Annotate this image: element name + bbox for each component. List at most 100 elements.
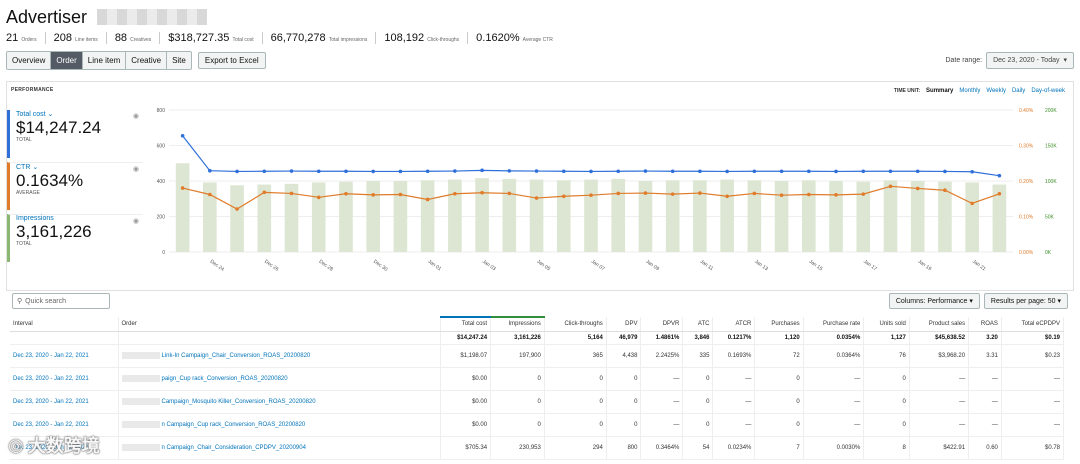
interval-cell[interactable]: Dec 23, 2020 - Jan 22, 2021 [10, 436, 119, 460]
interval-cell[interactable]: Dec 23, 2020 - Jan 22, 2021 [10, 367, 119, 391]
eye-icon[interactable]: ◉ [132, 166, 139, 173]
col-units-sold[interactable]: Units sold [863, 317, 910, 332]
col-order[interactable]: Order [118, 317, 441, 332]
order-cell[interactable]: n Campaign_Cup rack_Conversion_ROAS_2020… [118, 413, 441, 437]
col-click-throughs[interactable]: Click-throughs [544, 317, 607, 332]
redacted-text [121, 443, 160, 451]
order-cell[interactable]: Link-In Campaign_Chair_Conversion_ROAS_2… [118, 344, 441, 368]
time-unit-selector: TIME UNIT: Summary Monthly Weekly Daily … [894, 88, 1065, 94]
order-link[interactable]: Link-In Campaign_Chair_Conversion_ROAS_2… [161, 353, 311, 360]
eye-icon[interactable]: ◉ [132, 218, 139, 225]
x-tick-label: Jan 09 [644, 259, 660, 273]
col-total-cost[interactable]: Total cost [440, 316, 492, 332]
quick-search-input[interactable]: ⚲ Quick search [12, 293, 110, 309]
metric-total-cost[interactable]: Total cost ⌄ $14,247.24 TOTAL ◉ [7, 110, 143, 158]
results-per-page-dropdown[interactable]: Results per page: 50 ▾ [983, 293, 1068, 309]
tab-order[interactable]: Order [51, 51, 83, 69]
col-dpvr[interactable]: DPVR [640, 317, 684, 332]
ctr-point [915, 186, 920, 191]
col-purchases[interactable]: Purchases [754, 317, 804, 332]
time-unit-daily[interactable]: Daily [1011, 88, 1026, 94]
x-tick-label: Dec 30 [372, 259, 389, 273]
col-dpv[interactable]: DPV [606, 317, 642, 332]
impressions-bar [611, 178, 626, 252]
col-impressions[interactable]: Impressions [490, 316, 545, 332]
table-cell: — [1001, 367, 1065, 391]
table-cell: 335 [682, 344, 714, 368]
order-link[interactable]: n Campaign_Chair_Consideration_CPDPV_202… [161, 445, 306, 452]
metric-value: 0.1634% [16, 171, 84, 190]
table-cell: $1,198.07 [440, 344, 492, 368]
interval-cell[interactable]: Dec 23, 2020 - Jan 22, 2021 [10, 344, 119, 368]
table-cell: — [909, 390, 970, 414]
col-atcr[interactable]: ATCR [712, 317, 756, 332]
metric-value: 3,161,226 [16, 222, 92, 241]
table-cell: 76 [863, 344, 910, 368]
interval-link[interactable]: Dec 23, 2020 - Jan 22, 2021 [13, 352, 89, 359]
columns-dropdown[interactable]: Columns: Performance ▾ [888, 293, 980, 309]
impressions-bar [856, 181, 871, 252]
table-cell: 230,953 [490, 436, 545, 460]
col-product-sales[interactable]: Product sales [909, 317, 970, 332]
table-row: Dec 23, 2020 - Jan 22, 2021 Campaign_Mosq… [10, 390, 1065, 414]
table-cell: 4,438 [606, 344, 642, 368]
impressions-bar [584, 179, 598, 252]
table-cell: 54 [682, 436, 714, 460]
col-atc[interactable]: ATC [682, 317, 714, 332]
impressions-bar [774, 181, 789, 252]
impressions-bar [393, 181, 408, 252]
col-total-ecpdpv[interactable]: Total eCPDPV [1001, 317, 1065, 332]
order-cell[interactable]: n Campaign_Chair_Consideration_CPDPV_202… [118, 436, 441, 460]
date-range-dropdown[interactable]: Dec 23, 2020 - Today ▾ [986, 51, 1074, 69]
time-unit-day-of-week[interactable]: Day-of-week [1031, 88, 1065, 94]
stat-creatives: 88 Creatives [115, 32, 161, 44]
impressions-bar [883, 180, 898, 252]
time-unit-weekly[interactable]: Weekly [986, 88, 1006, 94]
interval-link[interactable]: Dec 23, 2020 - Jan 22, 2021 [13, 398, 89, 405]
total-cell: 1,120 [754, 331, 804, 345]
total-cost-point [289, 169, 294, 173]
date-range-value: Dec 23, 2020 - Today [993, 56, 1060, 64]
order-cell[interactable]: paign_Cup rack_Conversion_ROAS_20200820 [118, 367, 441, 391]
tab-site[interactable]: Site [167, 51, 191, 69]
tab-line-item[interactable]: Line item [82, 51, 127, 69]
order-link[interactable]: Campaign_Mosquito Killer_Conversion_ROAS… [161, 399, 316, 406]
interval-cell[interactable]: Dec 23, 2020 - Jan 22, 2021 [10, 413, 119, 437]
order-link[interactable]: n Campaign_Cup rack_Conversion_ROAS_2020… [161, 422, 306, 429]
x-tick-label: Dec 28 [318, 259, 335, 273]
tab-creative[interactable]: Creative [126, 51, 168, 69]
x-tick-label: Jan 21 [971, 259, 987, 273]
interval-link[interactable]: Dec 23, 2020 - Jan 22, 2021 [13, 375, 89, 382]
interval-link[interactable]: Dec 23, 2020 - Jan 22, 2021 [13, 421, 89, 428]
table-cell: 0 [754, 413, 804, 437]
impressions-axis-tick-label: 50K [1045, 215, 1055, 221]
tab-overview[interactable]: Overview [7, 51, 52, 69]
order-link[interactable]: paign_Cup rack_Conversion_ROAS_20200820 [161, 376, 288, 383]
col-purchase-rate[interactable]: Purchase rate [803, 317, 865, 332]
impressions-bar [502, 178, 517, 252]
table-cell: — [1001, 390, 1065, 414]
order-cell[interactable]: Campaign_Mosquito Killer_Conversion_ROAS… [118, 390, 441, 414]
table-cell: 0 [606, 390, 642, 414]
col-interval[interactable]: Interval [10, 317, 119, 332]
metric-ctr[interactable]: CTR ⌄ 0.1634% AVERAGE ◉ [7, 162, 143, 210]
total-cost-point [616, 169, 621, 174]
header: Advertiser 21 Orders 208 Line items 88 C… [0, 0, 1080, 70]
impressions-bar [965, 182, 979, 252]
time-unit-summary[interactable]: Summary [926, 88, 954, 94]
table-cell: — [968, 390, 1002, 414]
eye-icon[interactable]: ◉ [132, 113, 139, 120]
ctr-axis-tick-label: 0.10% [1019, 215, 1034, 221]
interval-link[interactable]: Dec 23, 2020 - Jan 22, 2021 [13, 444, 89, 451]
total-cost-point [589, 169, 593, 174]
table-cell: 0.0364% [803, 344, 865, 368]
time-unit-monthly[interactable]: Monthly [959, 88, 981, 94]
stat-average-ctr: 0.1620% Average CTR [476, 32, 553, 44]
export-excel-button[interactable]: Export to Excel [197, 51, 266, 69]
col-roas[interactable]: ROAS [968, 317, 1002, 332]
metric-impressions[interactable]: Impressions 3,161,226 TOTAL ◉ [7, 214, 143, 262]
total-cell [118, 331, 441, 345]
total-cell: 1.4861% [640, 331, 684, 345]
total-cost-point [861, 169, 866, 174]
interval-cell[interactable]: Dec 23, 2020 - Jan 22, 2021 [10, 390, 119, 414]
